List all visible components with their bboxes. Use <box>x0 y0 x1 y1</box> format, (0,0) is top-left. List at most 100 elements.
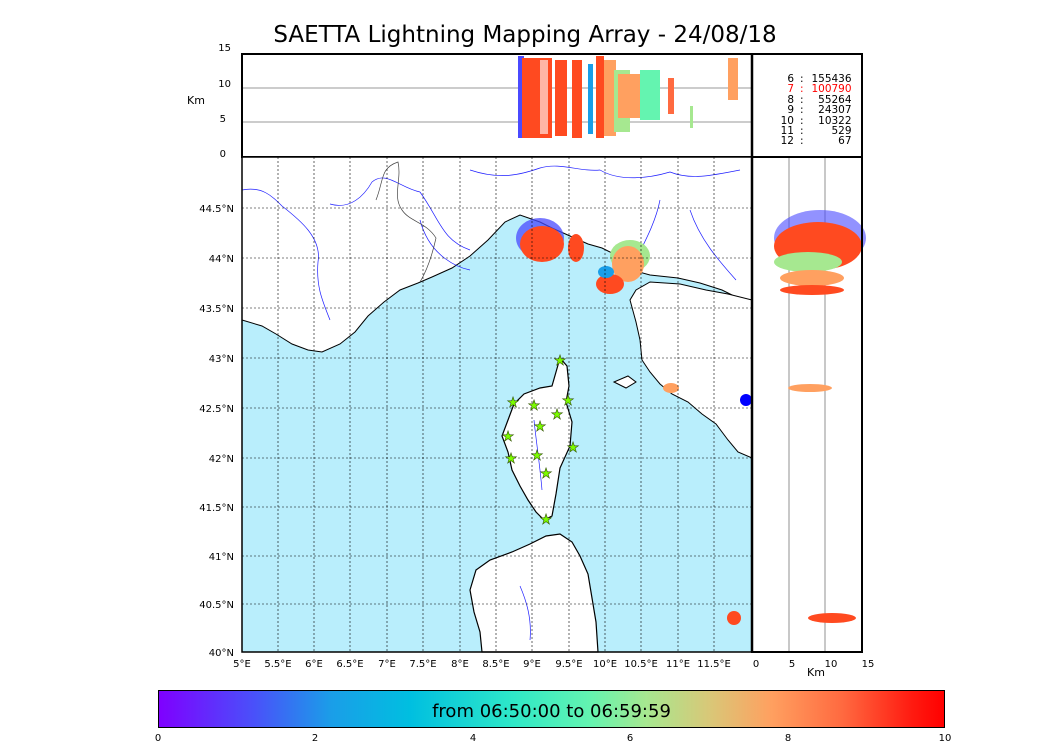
legend-value: 67 <box>838 135 852 148</box>
lat-tick: 43°N <box>209 354 234 365</box>
legend-row: 11: 529 <box>758 125 854 138</box>
star-icon: ★ <box>551 407 564 423</box>
side-flash-data <box>774 210 866 623</box>
map-flash-data <box>516 218 752 625</box>
lat-tick: 41.5°N <box>199 503 234 514</box>
legend-sep: : <box>800 93 804 106</box>
map-graticule <box>242 157 752 652</box>
side-xtick-10: 10 <box>825 659 838 670</box>
legend-sep: : <box>800 73 804 85</box>
star-icon: ★ <box>502 429 515 445</box>
lon-tick: 5°E <box>233 659 251 670</box>
colorbar-tick: 8 <box>784 733 792 744</box>
legend-row: 9: 24307 <box>758 104 854 117</box>
lon-tick: 6°E <box>305 659 323 670</box>
legend-value: 55264 <box>818 93 852 106</box>
colorbar-tick: 10 <box>938 733 952 744</box>
star-icon: ★ <box>567 440 580 456</box>
time-colorbar <box>158 690 945 728</box>
country-border <box>375 161 437 283</box>
legend-row: 6: 155436 <box>758 73 854 85</box>
corsica-island <box>501 356 573 521</box>
legend-sep: : <box>800 125 804 138</box>
legend-sep: : <box>800 83 804 96</box>
colorbar-label: from 06:50:00 to 06:59:59 <box>432 701 671 722</box>
star-icon: ★ <box>562 393 575 409</box>
legend-key: 9 <box>787 104 794 117</box>
legend-row: 12: 67 <box>758 135 854 148</box>
lat-tick: 41°N <box>209 552 234 563</box>
lat-tick: 42.5°N <box>199 404 234 415</box>
rivers <box>241 165 741 641</box>
colorbar-tick: 6 <box>626 733 634 744</box>
alt-ytick-15: 15 <box>218 43 231 54</box>
lon-tick: 10.5°E <box>624 659 658 670</box>
legend-row: 8: 55264 <box>758 93 854 106</box>
figure-title: SAETTA Lightning Mapping Array - 24/08/1… <box>273 22 777 48</box>
star-icon: ★ <box>505 451 518 467</box>
legend-sep: : <box>800 104 804 117</box>
legend-row: 10: 10322 <box>758 114 854 127</box>
legend-value: 24307 <box>818 104 852 117</box>
legend-value: 529 <box>831 125 852 138</box>
lat-tick: 42°N <box>209 454 234 465</box>
legend-value: 155436 <box>811 73 852 85</box>
lon-tick: 7.5°E <box>409 659 436 670</box>
lon-tick-labels: 5°E 5.5°E 6°E 6.5°E 7°E 7.5°E 8°E 8.5°E … <box>233 659 731 670</box>
side-xlabel: Km <box>807 666 825 679</box>
station-markers: ★ ★ ★ ★ ★ ★ ★ ★ ★ ★ ★ ★ <box>501 353 580 529</box>
star-icon: ★ <box>531 448 544 464</box>
legend-row: 7: 100790 <box>758 83 854 96</box>
map-panel: ★ ★ ★ ★ ★ ★ ★ ★ ★ ★ ★ ★ 44.5°N 44°N 43.5… <box>199 156 753 670</box>
elba-island <box>612 375 637 389</box>
legend-sep: : <box>800 135 804 148</box>
sardinia-island <box>469 533 599 653</box>
altitude-flash-data <box>518 56 738 138</box>
lat-tick: 40°N <box>209 648 234 659</box>
legend-value: 10322 <box>818 114 852 127</box>
lon-tick: 9°E <box>523 659 541 670</box>
alt-ytick-5: 5 <box>220 114 226 125</box>
colorbar-tick: 4 <box>469 733 477 744</box>
lat-tick: 44.5°N <box>199 204 234 215</box>
lat-tick: 44°N <box>209 254 234 265</box>
legend-key: 7 <box>787 83 794 96</box>
side-panel: 0 5 10 15 Km <box>750 156 875 679</box>
lon-tick: 10°E <box>593 659 617 670</box>
lon-tick: 9.5°E <box>555 659 582 670</box>
lon-tick: 6.5°E <box>336 659 363 670</box>
colorbar-tick: 0 <box>154 733 162 744</box>
star-icon: ★ <box>554 353 567 369</box>
lon-tick: 7°E <box>378 659 396 670</box>
legend-key: 8 <box>787 93 794 106</box>
side-xtick-15: 15 <box>862 659 875 670</box>
alt-ytick-0: 0 <box>220 149 226 160</box>
legend-sep: : <box>800 114 804 127</box>
legend-key: 6 <box>787 73 794 85</box>
star-icon: ★ <box>540 466 553 482</box>
mainland-land <box>241 156 753 353</box>
flash-count-legend: 6: 155436 7: 100790 8: 55264 9: 24307 10… <box>758 74 854 147</box>
alt-ytick-10: 10 <box>218 79 231 90</box>
legend-value: 100790 <box>811 83 852 96</box>
colorbar-tick: 2 <box>311 733 319 744</box>
side-xtick-0: 0 <box>753 659 759 670</box>
star-icon: ★ <box>507 395 520 411</box>
lat-tick: 40.5°N <box>199 600 234 611</box>
lat-tick: 43.5°N <box>199 304 234 315</box>
altitude-panel: 15 10 5 0 Km <box>187 43 863 160</box>
lon-tick: 8.5°E <box>482 659 509 670</box>
star-icon: ★ <box>528 398 541 414</box>
side-xtick-5: 5 <box>789 659 795 670</box>
alt-ylabel: Km <box>187 94 205 107</box>
lon-tick: 11°E <box>666 659 690 670</box>
legend-key: 12 <box>780 135 794 148</box>
lon-tick: 8°E <box>451 659 469 670</box>
lon-tick: 11.5°E <box>697 659 731 670</box>
lon-tick: 5.5°E <box>264 659 291 670</box>
legend-key: 11 <box>780 125 794 138</box>
italy-coast <box>629 281 753 459</box>
star-icon: ★ <box>534 419 547 435</box>
star-icon: ★ <box>540 512 553 528</box>
